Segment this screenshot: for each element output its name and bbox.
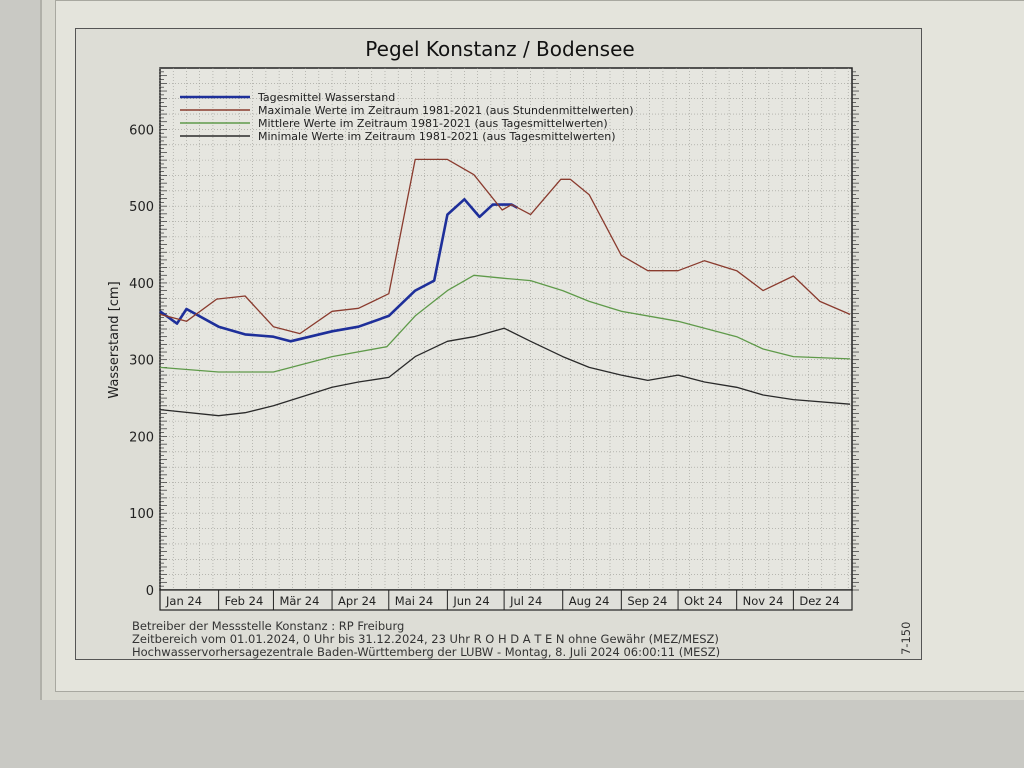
legend-entry: Mittlere Werte im Zeitraum 1981-2021 (au… [258, 117, 608, 130]
footer-source: Hochwasservorhersagezentrale Baden-Württ… [132, 645, 720, 659]
x-tick-label: Mai 24 [395, 594, 433, 608]
x-tick-label: Aug 24 [569, 594, 610, 608]
x-tick-label: Jul 24 [509, 594, 542, 608]
series-line-4 [159, 327, 851, 417]
x-tick-label: Feb 24 [225, 594, 264, 608]
footer-time-range: Zeitbereich vom 01.01.2024, 0 Uhr bis 31… [132, 632, 719, 646]
x-tick-label: Sep 24 [627, 594, 667, 608]
y-tick-label: 200 [129, 430, 154, 445]
legend-entry: Minimale Werte im Zeitraum 1981-2021 (au… [258, 130, 616, 143]
x-tick-label: Mär 24 [279, 594, 319, 608]
x-tick-label: Dez 24 [799, 594, 839, 608]
x-tick-label: Apr 24 [338, 594, 376, 608]
footer-operator: Betreiber der Messstelle Konstanz : RP F… [132, 619, 404, 633]
y-tick-label: 100 [129, 507, 154, 522]
y-tick-label: 500 [129, 200, 154, 215]
series-line-3 [159, 274, 851, 373]
chart-title: Pegel Konstanz / Bodensee [365, 37, 634, 61]
x-tick-label: Okt 24 [684, 594, 723, 608]
x-tick-label: Jun 24 [452, 594, 489, 608]
series-line-2 [159, 158, 851, 335]
legend-entry: Tagesmittel Wasserstand [257, 91, 395, 104]
series-line-1 [159, 198, 518, 343]
side-code: 7-150 [899, 622, 913, 655]
x-tick-label: Nov 24 [743, 594, 784, 608]
y-axis-label: Wasserstand [cm] [107, 281, 122, 398]
y-tick-label: 300 [129, 354, 154, 369]
legend-entry: Maximale Werte im Zeitraum 1981-2021 (au… [258, 104, 634, 117]
y-tick-label: 600 [129, 123, 154, 138]
y-tick-label: 0 [146, 584, 154, 599]
y-tick-label: 400 [129, 277, 154, 292]
x-tick-label: Jan 24 [165, 594, 202, 608]
